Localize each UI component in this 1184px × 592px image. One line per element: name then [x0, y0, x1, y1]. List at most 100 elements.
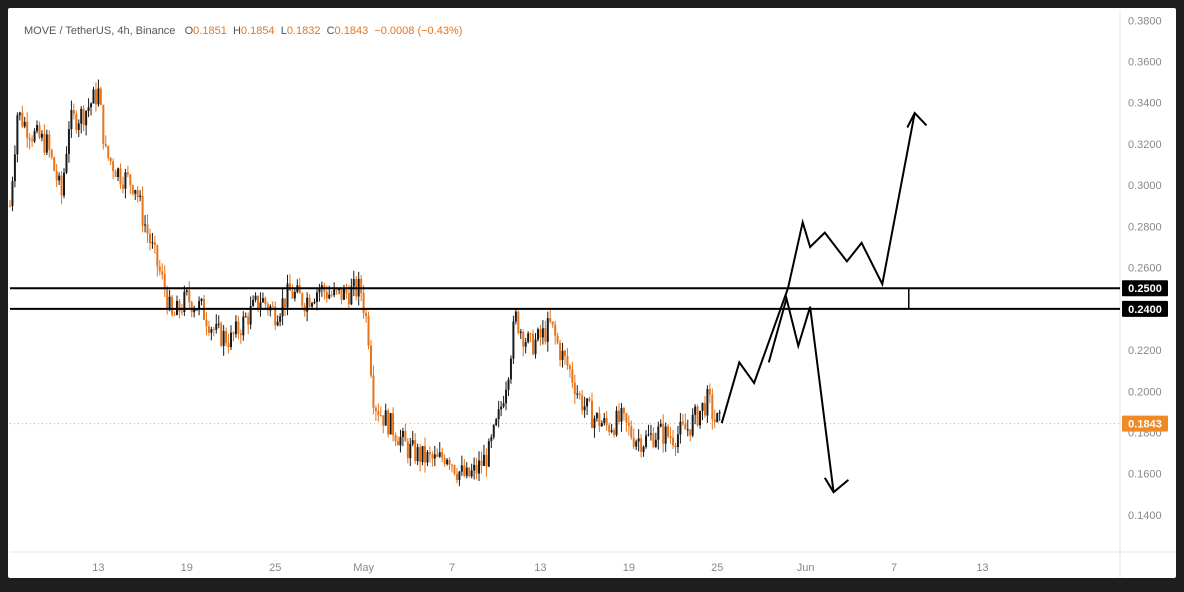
candle-body [13, 154, 16, 182]
candle-body [384, 410, 387, 426]
candle-body [335, 289, 338, 291]
candle-body [249, 305, 252, 325]
candle-body [288, 283, 291, 291]
candle-body [87, 107, 90, 112]
candle-body [48, 134, 51, 150]
candle-body [509, 358, 512, 380]
candle-body [517, 311, 520, 333]
candle-body [652, 433, 655, 447]
candle-body [136, 190, 139, 197]
candle-body [532, 333, 535, 355]
candle-body [495, 419, 498, 426]
candle-body [600, 423, 603, 427]
candle-body [225, 331, 228, 344]
y-tick-label: 0.2600 [1128, 263, 1162, 275]
candle-body [590, 400, 593, 428]
candle-body [158, 266, 161, 272]
candle-body [362, 293, 365, 313]
candle-body [676, 434, 679, 448]
candle-body [340, 288, 343, 300]
candle-body [271, 306, 274, 308]
change-value: −0.0008 (−0.43%) [374, 25, 463, 37]
candle-body [519, 331, 522, 333]
close-label: C [326, 25, 335, 37]
candle-body [605, 417, 608, 426]
candle-body [374, 407, 377, 411]
candle-body [333, 289, 336, 296]
y-tick-label: 0.3600 [1128, 57, 1162, 69]
candle-body [561, 350, 564, 360]
x-tick-label: 7 [891, 562, 897, 574]
candle-body [463, 465, 466, 476]
bearish-arrow-head [823, 477, 850, 494]
candle-body [593, 418, 596, 428]
candle-body [156, 245, 159, 267]
candle-body [171, 296, 174, 315]
candle-body [502, 403, 505, 407]
candle-body [470, 470, 473, 477]
candle-body [613, 430, 616, 435]
candle-body [330, 294, 333, 296]
candle-body [291, 290, 294, 299]
candle-body [151, 242, 154, 244]
x-tick-label: 13 [976, 562, 988, 574]
candle-body [414, 440, 417, 462]
candle-body [38, 125, 41, 138]
candle-body [70, 110, 73, 130]
candle-body [16, 115, 19, 155]
candle-body [480, 460, 483, 466]
candle-body [394, 435, 397, 442]
candle-body [451, 464, 454, 466]
candle-body [129, 174, 132, 186]
candle-body [109, 157, 112, 162]
candle-body [293, 291, 296, 299]
x-tick-label: 13 [92, 562, 104, 574]
candle-body [522, 331, 525, 347]
candle-body [237, 321, 240, 334]
candle-body [608, 425, 611, 432]
candle-body [620, 408, 623, 422]
candle-body [77, 123, 80, 130]
candle-body [139, 195, 142, 197]
candle-body [281, 298, 284, 317]
y-tick-label: 0.3200 [1128, 139, 1162, 151]
candle-body [325, 291, 328, 299]
candle-body [328, 294, 331, 299]
candle-body [672, 437, 675, 446]
candle-body [487, 441, 490, 467]
candle-body [284, 298, 287, 308]
current-price-tag [1122, 415, 1168, 432]
candle-body [112, 161, 115, 172]
candle-body [534, 339, 537, 355]
candle-body [485, 454, 488, 467]
candle-body [701, 402, 704, 411]
candle-body [691, 414, 694, 436]
candle-body [261, 298, 264, 303]
candle-body [595, 413, 598, 419]
candle-body [26, 121, 29, 138]
level-price-label: 0.2400 [1128, 304, 1162, 316]
candle-body [217, 323, 220, 325]
candle-body [367, 316, 370, 346]
candle-body [536, 329, 539, 340]
chart-panel[interactable]: MOVE / TetherUS, 4h, Binance O0.1851 H0.… [8, 8, 1176, 578]
candle-body [571, 369, 574, 383]
candle-body [465, 467, 468, 476]
candle-body [588, 398, 591, 401]
candle-body [625, 413, 628, 423]
candle-body [230, 332, 233, 348]
candle-body [153, 242, 156, 246]
candle-body [475, 464, 478, 474]
candle-body [640, 438, 643, 452]
candle-body [239, 333, 242, 336]
candle-body [544, 328, 547, 342]
candle-body [210, 329, 213, 333]
candle-body [212, 329, 215, 331]
candle-body [478, 460, 481, 474]
candle-body [144, 224, 147, 226]
candle-body [318, 289, 321, 293]
candle-body [392, 413, 395, 436]
candle-body [286, 283, 289, 308]
candle-body [222, 331, 225, 346]
